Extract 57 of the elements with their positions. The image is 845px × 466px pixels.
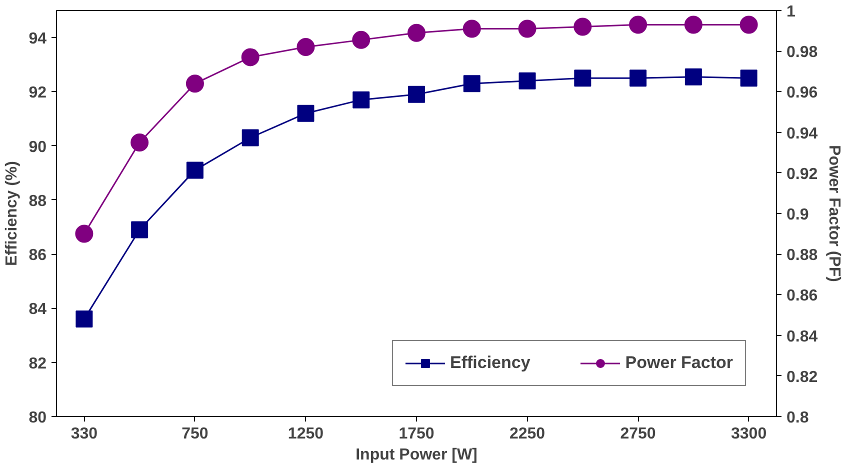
y-tick-label: 90	[28, 138, 47, 156]
legend-label: Power Factor	[625, 353, 733, 373]
point	[76, 310, 93, 328]
point	[740, 70, 758, 87]
y2-tick-label: 1	[786, 4, 796, 20]
y-tick-label: 80	[28, 410, 47, 426]
point	[408, 86, 425, 103]
point	[131, 221, 148, 238]
point	[462, 20, 481, 38]
y2-tick-label: 0.84	[786, 328, 818, 346]
point	[352, 30, 370, 49]
point	[630, 70, 647, 87]
point	[186, 74, 204, 93]
y-tick-label: 86	[28, 247, 47, 264]
point	[241, 48, 260, 66]
point	[75, 224, 94, 243]
point	[297, 104, 314, 122]
y-tick-label: 92	[28, 84, 47, 102]
x-tick-label: 2250	[509, 426, 546, 442]
point	[296, 38, 315, 56]
point	[186, 162, 204, 179]
x-tick-label: 2750	[620, 426, 656, 442]
y2-tick-label: 0.82	[786, 368, 818, 386]
y-tick-label: 94	[28, 30, 47, 48]
x-tick-label: 3300	[731, 426, 767, 442]
point	[740, 16, 758, 34]
y2-tick-label: 0.8	[786, 410, 809, 426]
y-axis-title: Efficiency (%)	[4, 161, 21, 266]
point	[629, 16, 648, 34]
point	[518, 20, 536, 38]
y-tick-label: 84	[28, 301, 47, 318]
point	[408, 24, 426, 42]
y2-tick-label: 0.96	[786, 84, 818, 102]
x-tick-label: 1250	[288, 426, 324, 442]
point	[574, 70, 592, 87]
y-tick-label: 88	[28, 192, 47, 210]
y2-tick-label: 0.94	[786, 125, 818, 142]
y2-tick-label: 0.86	[786, 288, 818, 305]
point	[352, 91, 370, 108]
point	[463, 75, 480, 92]
y2-tick-label: 0.88	[786, 247, 818, 264]
point	[130, 133, 149, 152]
x-tick-label: 330	[70, 426, 98, 442]
y2-tick-label: 0.98	[786, 44, 818, 62]
legend-label: Efficiency	[450, 353, 530, 373]
point	[574, 18, 592, 36]
point	[242, 129, 259, 146]
point	[684, 68, 702, 86]
y2-tick-label: 0.9	[786, 206, 809, 224]
point	[518, 72, 536, 90]
y2-tick-label: 0.92	[786, 166, 818, 183]
x-tick-label: 750	[182, 426, 208, 442]
y2-axis-title: Power Factor (PF)	[826, 145, 843, 282]
y-tick-label: 82	[28, 355, 47, 372]
point	[684, 16, 702, 34]
x-tick-label: 1750	[398, 426, 434, 442]
x-axis-title: Input Power [W]	[356, 446, 478, 464]
